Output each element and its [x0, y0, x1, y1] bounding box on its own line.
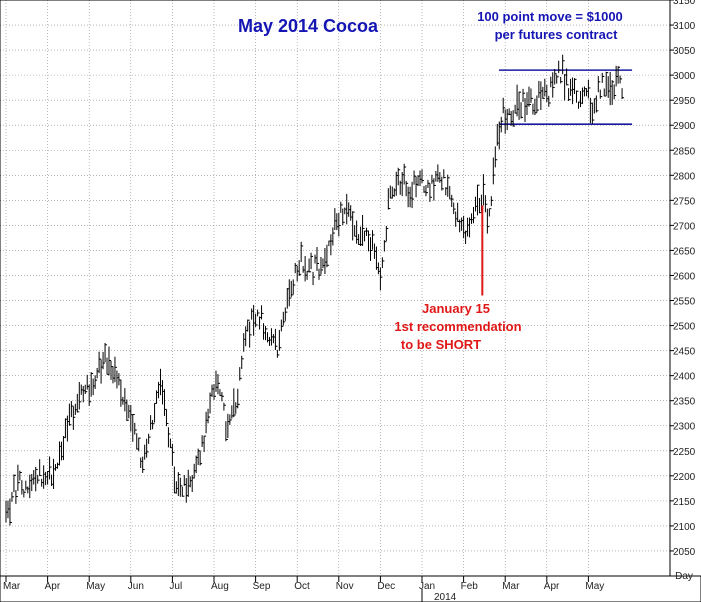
y-tick-label: 2900: [673, 121, 696, 132]
y-tick-label: 2050: [673, 547, 696, 558]
y-tick-label: 2450: [673, 347, 696, 358]
y-tick-label: 2400: [673, 372, 696, 383]
y-tick-label: 2550: [673, 297, 696, 308]
annotation-line-3: to be SHORT: [401, 337, 481, 352]
x-tick-label: Dec: [377, 581, 395, 592]
x-tick-label: Jun: [128, 581, 144, 592]
x-axis-panel: [0, 575, 701, 602]
y-tick-label: 2950: [673, 96, 696, 107]
x-tick-label: Mar: [502, 581, 520, 592]
x-tick-label: Mar: [3, 581, 21, 592]
x-axis-unit-label: Day: [675, 571, 693, 582]
x-tick-label: Nov: [336, 581, 354, 592]
y-tick-label: 2750: [673, 196, 696, 207]
x-tick-label: Apr: [544, 581, 560, 592]
price-bars: [5, 54, 625, 526]
x-tick-label: Jul: [169, 581, 182, 592]
y-tick-label: 2250: [673, 447, 696, 458]
y-tick-label: 3000: [673, 71, 696, 82]
annotation-line-2: 1st recommendation: [394, 319, 521, 334]
y-tick-label: 2350: [673, 397, 696, 408]
y-tick-label: 3050: [673, 46, 696, 57]
y-tick-label: 2700: [673, 221, 696, 232]
x-tick-label: May: [585, 581, 604, 592]
chart-subtitle-line-2: per futures contract: [495, 27, 618, 42]
y-tick-label: 3150: [673, 0, 696, 7]
x-tick-label: Jan: [419, 581, 435, 592]
x-tick-label: Apr: [45, 581, 61, 592]
y-axis: 2050 2100 2150 2200 2250 2300 2350 2400 2450 2500…: [670, 0, 696, 558]
y-tick-label: 2800: [673, 171, 696, 182]
x-tick-label: Feb: [461, 581, 479, 592]
y-tick-label: 2300: [673, 422, 696, 433]
y-tick-label: 2100: [673, 522, 696, 533]
x-tick-label: Sep: [253, 581, 271, 592]
trading-range-lines: [498, 69, 633, 126]
x-tick-label: May: [86, 581, 105, 592]
y-tick-label: 2150: [673, 497, 696, 508]
x-axis: Mar Apr May Jun Jul Aug Sep Oct Nov Dec Jan Feb Mar A…: [3, 576, 604, 602]
y-tick-label: 2850: [673, 146, 696, 157]
x-tick-label: Aug: [211, 581, 229, 592]
y-tick-label: 2200: [673, 472, 696, 483]
annotation-line-1: January 15: [422, 301, 490, 316]
gridlines: [0, 0, 670, 576]
chart-subtitle-line-1: 100 point move = $1000: [477, 9, 623, 24]
y-tick-label: 2650: [673, 246, 696, 257]
y-tick-label: 2500: [673, 322, 696, 333]
year-label: 2014: [434, 592, 457, 602]
chart-title: May 2014 Cocoa: [238, 16, 379, 36]
x-tick-label: Oct: [294, 581, 310, 592]
y-tick-label: 2600: [673, 271, 696, 282]
y-tick-label: 3100: [673, 21, 696, 32]
